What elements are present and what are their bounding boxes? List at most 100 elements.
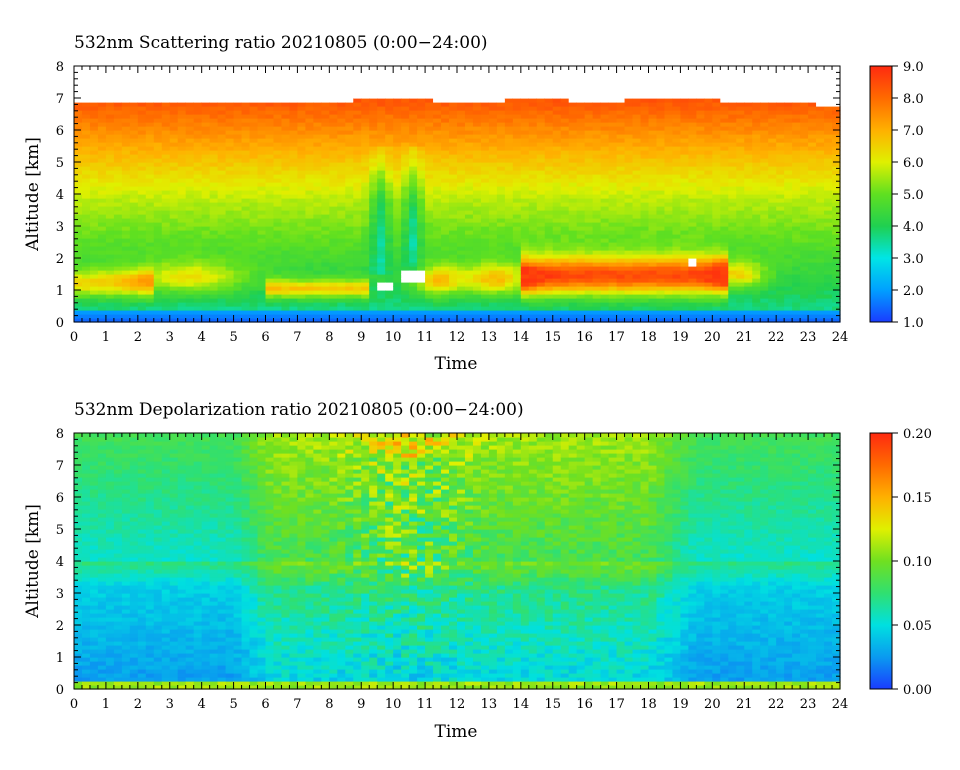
heatmap-cell xyxy=(672,194,682,199)
heatmap-cell xyxy=(409,82,418,87)
heatmap-cell xyxy=(680,94,689,99)
heatmap-cell xyxy=(632,274,642,279)
heatmap-cell xyxy=(648,242,658,247)
heatmap-cell xyxy=(265,194,275,199)
heatmap-cell xyxy=(409,210,418,215)
heatmap-cell xyxy=(129,286,139,291)
heatmap-cell xyxy=(504,130,514,135)
heatmap-cell xyxy=(632,186,642,191)
heatmap-cell xyxy=(472,238,482,243)
heatmap-cell xyxy=(329,154,338,159)
heatmap-cell xyxy=(648,262,658,267)
heatmap-cell xyxy=(544,302,554,307)
heatmap-cell xyxy=(520,226,530,231)
heatmap-cell xyxy=(680,302,689,307)
heatmap-cell xyxy=(329,74,338,79)
heatmap-cell xyxy=(161,206,171,211)
heatmap-cell xyxy=(393,158,402,163)
heatmap-cell xyxy=(361,98,370,103)
heatmap-cell xyxy=(233,162,243,167)
heatmap-cell xyxy=(488,94,498,99)
heatmap-cell xyxy=(97,294,107,299)
heatmap-cell xyxy=(417,102,426,107)
heatmap-cell xyxy=(393,138,402,143)
heatmap-cell xyxy=(632,134,642,139)
heatmap-cell xyxy=(488,270,498,275)
heatmap-cell xyxy=(329,78,338,83)
heatmap-cell xyxy=(209,186,219,191)
heatmap-cell xyxy=(353,182,362,187)
heatmap-cell xyxy=(273,146,283,151)
heatmap-cell xyxy=(488,202,498,207)
heatmap-cell xyxy=(584,226,594,231)
heatmap-cell xyxy=(201,214,211,219)
heatmap-cell xyxy=(480,234,490,239)
heatmap-cell xyxy=(177,182,187,187)
heatmap-cell xyxy=(121,282,131,287)
heatmap-cell xyxy=(369,262,378,267)
heatmap-cell xyxy=(417,242,426,247)
heatmap-cell xyxy=(361,74,370,79)
heatmap-cell xyxy=(425,318,434,323)
heatmap-cell xyxy=(560,138,570,143)
heatmap-cell xyxy=(177,302,187,307)
heatmap-cell xyxy=(161,282,171,287)
heatmap-cell xyxy=(552,318,562,323)
heatmap-cell xyxy=(249,182,259,187)
heatmap-cell xyxy=(608,90,618,95)
heatmap-cell xyxy=(656,130,666,135)
heatmap-cell xyxy=(305,138,314,143)
heatmap-cell xyxy=(385,266,394,271)
heatmap-cell xyxy=(297,266,306,271)
heatmap-cell xyxy=(113,102,123,107)
heatmap-cell xyxy=(161,150,171,155)
heatmap-cell xyxy=(113,90,123,95)
heatmap-cell xyxy=(305,258,314,263)
heatmap-cell xyxy=(225,314,235,319)
heatmap-cell xyxy=(457,222,466,227)
heatmap-cell xyxy=(648,246,658,251)
heatmap-cell xyxy=(592,150,602,155)
heatmap-cell xyxy=(640,146,650,151)
heatmap-cell xyxy=(105,70,115,75)
heatmap-cell xyxy=(488,230,498,235)
heatmap-cell xyxy=(385,158,394,163)
heatmap-cell xyxy=(608,190,618,195)
heatmap-cell xyxy=(369,314,378,319)
heatmap-cell xyxy=(425,250,434,255)
heatmap-cell xyxy=(504,122,514,127)
heatmap-cell xyxy=(592,86,602,91)
heatmap-cell xyxy=(393,98,402,103)
heatmap-cell xyxy=(449,274,458,279)
heatmap-cell xyxy=(361,146,370,151)
heatmap-cell xyxy=(512,238,522,243)
heatmap-cell xyxy=(536,202,546,207)
heatmap-cell xyxy=(129,106,139,111)
heatmap-cell xyxy=(472,194,482,199)
heatmap-cell xyxy=(600,166,610,171)
heatmap-cell xyxy=(97,194,107,199)
heatmap-cell xyxy=(616,178,626,183)
heatmap-cell xyxy=(536,290,546,295)
heatmap-cell xyxy=(624,98,634,103)
heatmap-cell xyxy=(329,210,338,215)
heatmap-cell xyxy=(129,86,139,91)
heatmap-cell xyxy=(297,130,306,135)
heatmap-cell xyxy=(217,222,227,227)
heatmap-cell xyxy=(105,98,115,103)
heatmap-cell xyxy=(520,258,530,263)
heatmap-cell xyxy=(297,294,306,299)
heatmap-cell xyxy=(680,242,689,247)
heatmap-cell xyxy=(608,206,618,211)
heatmap-cell xyxy=(385,230,394,235)
heatmap-cell xyxy=(105,74,115,79)
heatmap-cell xyxy=(74,270,83,275)
heatmap-cell xyxy=(257,198,267,203)
heatmap-cell xyxy=(313,306,322,311)
heatmap-cell xyxy=(145,74,155,79)
heatmap-cell xyxy=(74,66,83,71)
heatmap-cell xyxy=(472,254,482,259)
heatmap-cell xyxy=(624,254,634,259)
heatmap-cell xyxy=(464,138,474,143)
heatmap-cell xyxy=(616,66,626,71)
